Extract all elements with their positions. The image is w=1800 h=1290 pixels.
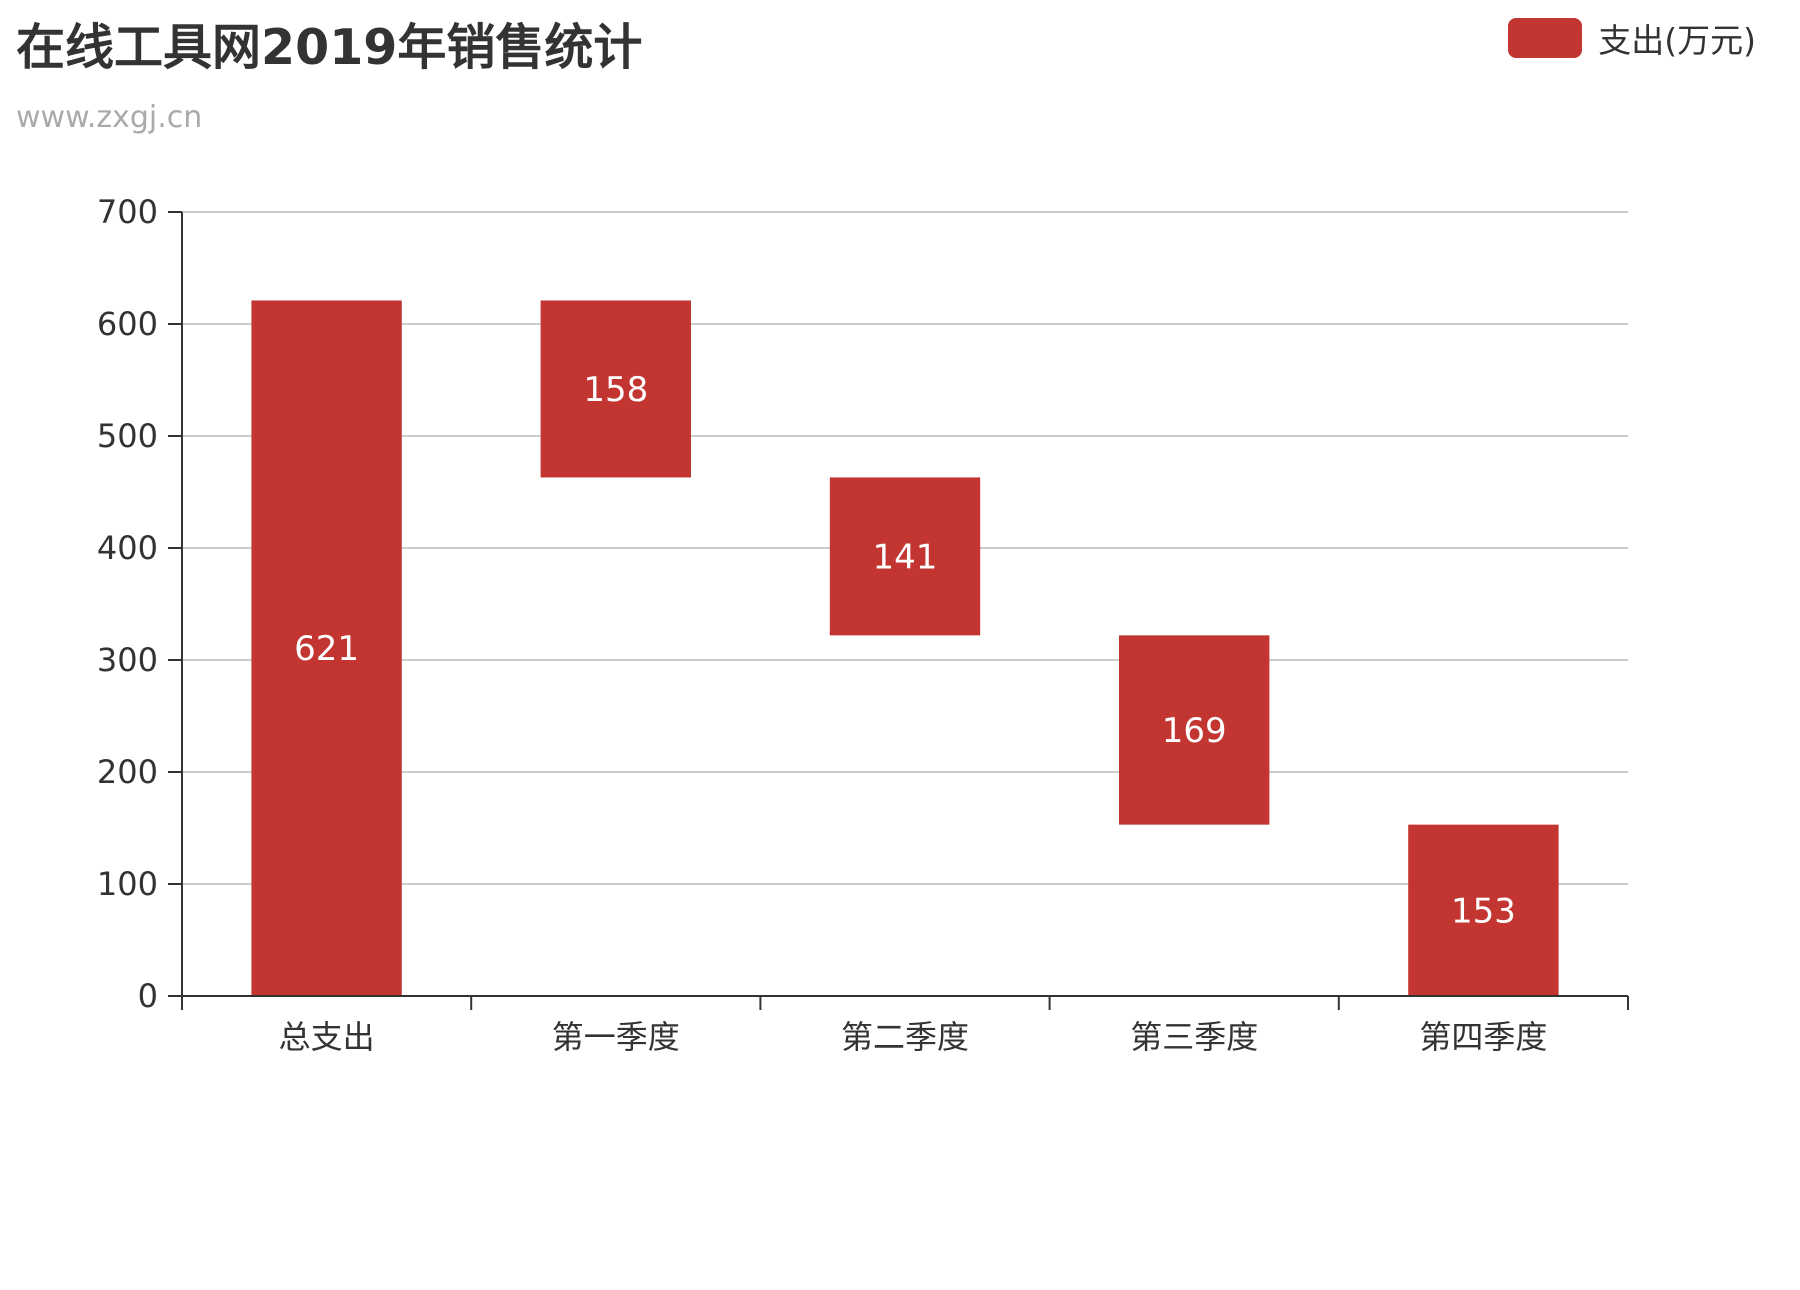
bars: 621 158 141 169 153 [251, 300, 1559, 997]
y-tick-label: 500 [97, 417, 158, 455]
y-tick-label: 0 [138, 977, 158, 1015]
bar[interactable] [829, 477, 981, 636]
y-tick-label: 400 [97, 529, 158, 567]
y-tick-label: 300 [97, 641, 158, 679]
bar-value-label: 158 [583, 370, 648, 410]
bar-value-label: 153 [1451, 891, 1516, 931]
chart-title: 在线工具网2019年销售统计 [16, 19, 643, 76]
bar[interactable] [1408, 824, 1559, 996]
bar[interactable] [251, 300, 402, 997]
legend[interactable]: 支出(万元) [1508, 14, 1756, 62]
y-tick-label: 600 [97, 305, 158, 343]
grid-lines [182, 211, 1628, 885]
x-tick-label: 第二季度 [841, 1018, 969, 1056]
x-tick-label: 第四季度 [1419, 1018, 1547, 1056]
x-tick-label: 第三季度 [1130, 1018, 1258, 1056]
bar-value-label: 141 [873, 537, 938, 577]
x-tick-label: 第一季度 [552, 1018, 680, 1056]
chart-subtitle[interactable]: www.zxgj.cn [16, 100, 203, 135]
axes: 0 100 200 300 400 500 600 700 总支出 第一季度 第二季度 第三季度 第四季… [97, 193, 1629, 1056]
legend-label: 支出(万元) [1598, 21, 1756, 60]
bar-value-label: 169 [1162, 711, 1227, 751]
y-tick-label: 100 [97, 865, 158, 903]
bar[interactable] [1119, 635, 1270, 825]
bar[interactable] [540, 300, 691, 478]
bar-value-label: 621 [294, 629, 359, 669]
y-tick-label: 200 [97, 753, 158, 791]
y-tick-label: 700 [97, 193, 158, 231]
legend-swatch [1508, 18, 1583, 58]
x-tick-label: 总支出 [279, 1018, 375, 1056]
